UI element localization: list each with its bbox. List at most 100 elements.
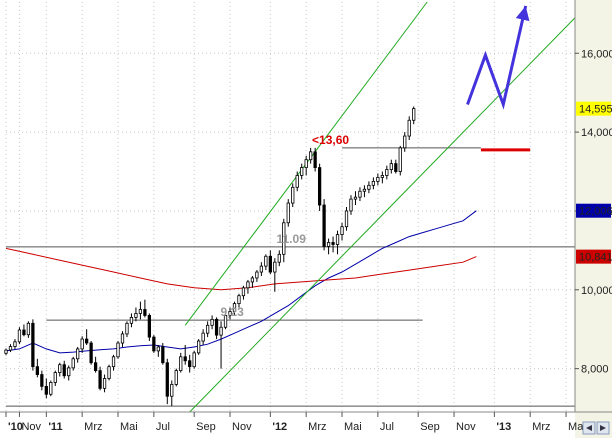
candle-body <box>98 370 102 389</box>
candle-body <box>237 295 241 304</box>
candle-body <box>291 186 295 204</box>
y-axis-panel <box>575 0 612 438</box>
candle-body <box>201 332 205 342</box>
candle-body <box>259 265 264 273</box>
candle-body <box>89 342 93 364</box>
x-tick-label: Sep <box>420 421 440 433</box>
candle-body <box>358 190 362 198</box>
candle-body <box>317 167 322 206</box>
candle-body <box>93 362 98 372</box>
projection <box>466 5 531 152</box>
x-tick-label: Nov <box>232 421 252 433</box>
candle-body <box>367 184 371 190</box>
candle-body <box>125 322 129 335</box>
candle-body <box>362 188 367 192</box>
channel-line <box>189 17 576 413</box>
candle-body <box>35 366 39 375</box>
last-value-label: 14,595 <box>579 104 612 116</box>
x-tick-label: Mrz <box>84 421 102 433</box>
x-tick-label: Mai <box>120 421 138 433</box>
line-label: 11.09 <box>277 232 307 246</box>
last-value-box <box>576 101 611 116</box>
x-tick-label: Nov <box>21 421 41 433</box>
candle-body <box>120 333 125 344</box>
candle-body <box>152 336 156 352</box>
last-value-label: 12,006 <box>579 206 612 218</box>
y-tick-label: 10,000 <box>581 285 612 297</box>
candle-body <box>129 316 134 324</box>
candle-body <box>344 210 349 228</box>
candle-body <box>161 346 165 364</box>
candle-body <box>13 341 17 347</box>
candle-body <box>241 287 246 297</box>
candle-body <box>407 119 411 137</box>
candle-body <box>412 108 416 121</box>
x-tick-label: Nov <box>456 421 476 433</box>
candle-body <box>210 318 214 326</box>
candle-body <box>282 222 286 255</box>
candle-body <box>44 385 48 395</box>
candle-body <box>8 346 13 351</box>
x-tick-label: Mrz <box>308 421 326 433</box>
candle-body <box>165 362 169 397</box>
candle-body <box>170 384 174 397</box>
candle-body <box>335 234 340 245</box>
candle-body <box>116 342 120 358</box>
scroll-right-glyph <box>600 425 606 431</box>
candle-body <box>143 309 147 316</box>
candle-body <box>67 367 71 377</box>
candle-body <box>111 356 116 368</box>
moving-average-line <box>5 210 477 354</box>
candle-body <box>85 338 89 344</box>
y-tick-label: 16,000 <box>581 48 612 60</box>
candle-body <box>107 366 111 379</box>
x-tick-label: Sep <box>196 421 216 433</box>
x-tick-label: '10 <box>8 421 23 433</box>
candle-body <box>192 352 196 368</box>
candle-body <box>138 309 143 314</box>
candle-body <box>4 349 8 354</box>
candle-body <box>322 204 326 247</box>
candle-body <box>255 271 259 279</box>
candle-body <box>17 329 22 343</box>
gridlines <box>5 2 575 412</box>
last-value-label: 10,841 <box>579 252 612 264</box>
candle-body <box>156 346 160 352</box>
candle-body <box>385 169 389 176</box>
candle-body <box>134 313 138 318</box>
candle-body <box>147 315 152 338</box>
candle-body <box>250 277 255 283</box>
candle-body <box>376 177 380 182</box>
x-tick-label: Mai <box>568 421 586 433</box>
candle-body <box>53 372 57 383</box>
annotations: 11.09 9,23 <13,60 14,595 12,006 10,841 <box>220 101 612 319</box>
projection-path <box>466 5 528 110</box>
x-tick-label: Mai <box>344 421 362 433</box>
candle-body <box>349 198 353 212</box>
candle-body <box>188 360 192 368</box>
candle-body <box>309 151 313 161</box>
candle-body <box>71 358 75 369</box>
horizontal-lines <box>6 147 575 407</box>
candle-body <box>394 163 398 172</box>
scroll-left-glyph <box>586 425 592 431</box>
line-label: 9,23 <box>220 305 244 319</box>
candle-body <box>40 374 44 387</box>
candle-body <box>223 315 228 328</box>
candle-body <box>62 364 66 377</box>
candle-body <box>80 338 84 350</box>
candle-body <box>380 175 384 178</box>
x-tick-label: '11 <box>48 421 62 433</box>
x-tick-label: Jul <box>380 421 394 433</box>
candle-body <box>403 135 407 149</box>
x-tick-label: Mrz <box>532 421 550 433</box>
candle-body <box>246 281 250 289</box>
x-tick-label: '13 <box>496 421 511 433</box>
candle-body <box>273 261 277 273</box>
candle-body <box>219 326 223 336</box>
candle-body <box>102 378 107 389</box>
candle-body <box>22 329 26 336</box>
candle-body <box>277 253 281 263</box>
